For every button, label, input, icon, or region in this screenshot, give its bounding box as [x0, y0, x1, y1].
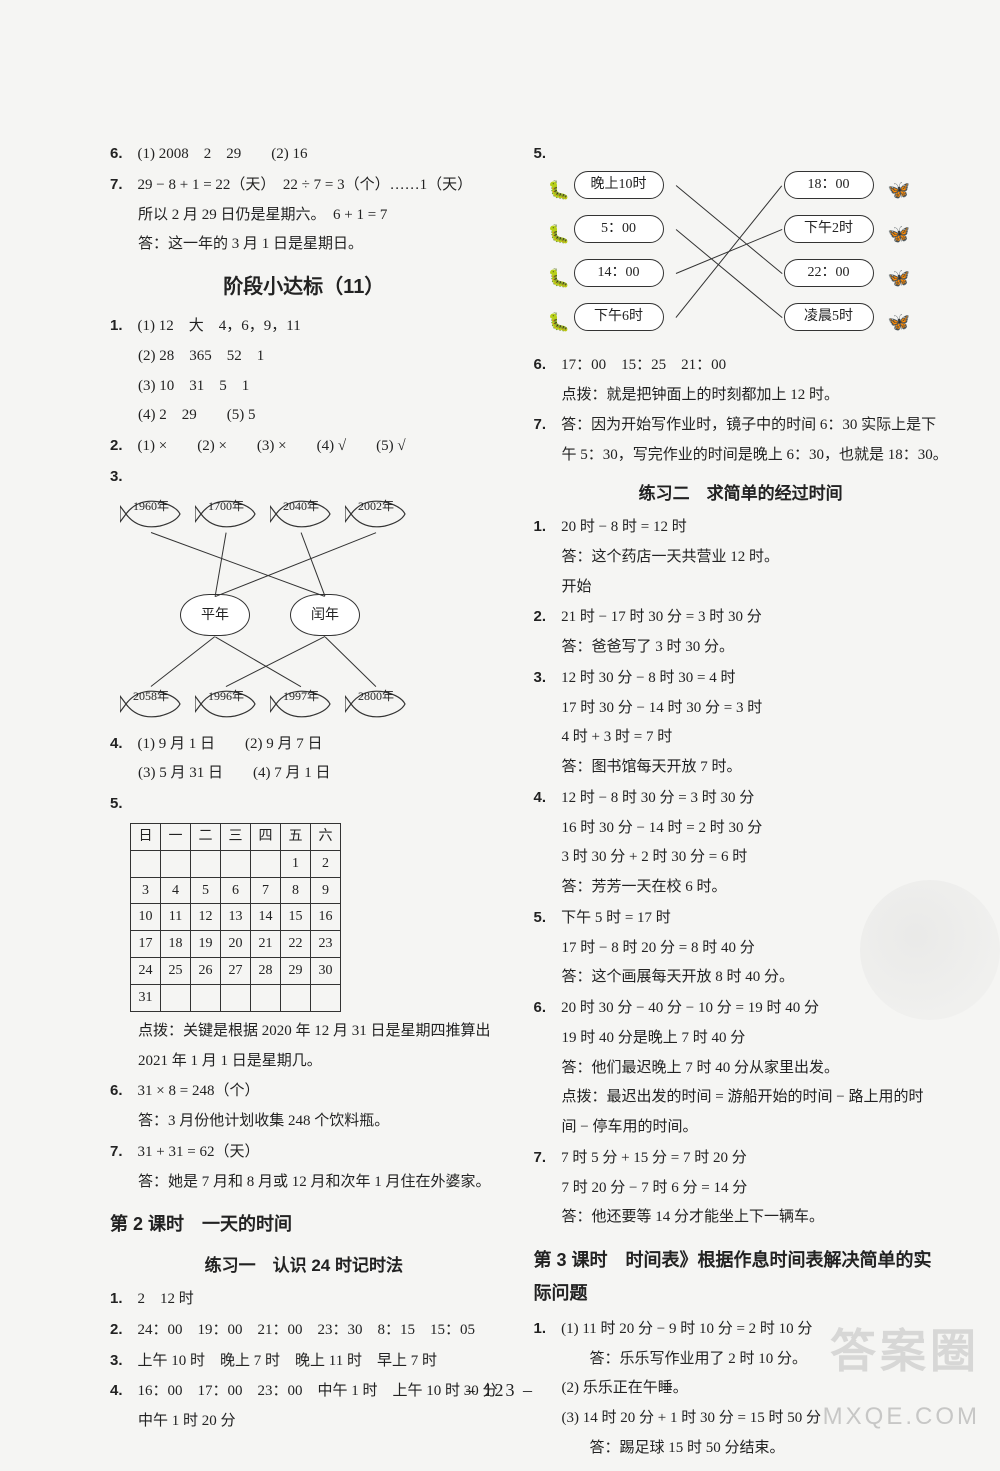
lesson-title: 第 2 课时 一天的时间 — [110, 1208, 498, 1241]
exercise-title: 练习一 认识 24 时记时法 — [110, 1250, 498, 1281]
answer-line: 4 时 + 3 时 = 7 时 — [534, 724, 948, 752]
left-column: 6. (1) 2008 2 29 (2) 16 7. 29 − 8 + 1 = … — [110, 140, 512, 1340]
right-column: 5. 🐛晚上10时🐛5：00🐛14：00🐛下午6时18：00🦋下午2时🦋22：0… — [520, 140, 948, 1340]
calendar-table: 日一二三四五六123456789101112131415161718192021… — [130, 823, 341, 1012]
note-line: 2021 年 1 月 1 日是星期几。 — [110, 1048, 498, 1076]
watermark-url: MXQE.COM — [823, 1403, 980, 1431]
answer-line: 7. 29 − 8 + 1 = 22（天） 22 ÷ 7 = 3（个）……1（天… — [110, 171, 498, 200]
content-columns: 6. (1) 2008 2 29 (2) 16 7. 29 − 8 + 1 = … — [110, 140, 930, 1340]
note-line: 点拨：就是把钟面上的时刻都加上 12 时。 — [534, 382, 948, 410]
answer-line: 3. — [110, 463, 498, 492]
answer-line: 19 时 40 分是晚上 7 时 40 分 — [534, 1025, 948, 1053]
time-matching-diagram: 🐛晚上10时🐛5：00🐛14：00🐛下午6时18：00🦋下午2时🦋22：00🦋凌… — [544, 171, 924, 351]
answer-line: 6. 31 × 8 = 248（个） — [110, 1077, 498, 1106]
answer-line: 2. 24：00 19：00 21：00 23：30 8：15 15：05 — [110, 1316, 498, 1345]
watermark-icon — [860, 880, 1000, 1020]
answer-line: 3. 12 时 30 分 − 8 时 30 = 4 时 — [534, 664, 948, 693]
answer-line: 1. 2 12 时 — [110, 1285, 498, 1314]
answer-line: (4) 2 29 (5) 5 — [110, 402, 498, 430]
answer-line: 16 时 30 分 − 14 时 = 2 时 30 分 — [534, 815, 948, 843]
answer-line: 6. 17：00 15：25 21：00 — [534, 351, 948, 380]
answer-line: 7. 7 时 5 分 + 15 分 = 7 时 20 分 — [534, 1144, 948, 1173]
answer-line: 答：这一年的 3 月 1 日是星期日。 — [110, 231, 498, 259]
answer-line: 17 时 30 分 − 14 时 30 分 = 3 时 — [534, 695, 948, 723]
answer-line: 答：他们最迟晚上 7 时 40 分从家里出发。 — [534, 1055, 948, 1083]
answer-line: 7 时 20 分 − 7 时 6 分 = 14 分 — [534, 1175, 948, 1203]
lesson-title: 第 3 课时 时间表》根据作息时间表解决简单的实际问题 — [534, 1244, 948, 1311]
note-line: 点拨：关键是根据 2020 年 12 月 31 日是星期四推算出 — [110, 1018, 498, 1046]
answer-line: 5. — [534, 140, 948, 169]
answer-line: 7. 答：因为开始写作业时，镜子中的时间 6：30 实际上是下 — [534, 411, 948, 440]
answer-line: 答：踢足球 15 时 50 分结束。 — [534, 1435, 948, 1463]
answer-line: (3) 5 月 31 日 (4) 7 月 1 日 — [110, 760, 498, 788]
answer-line: 3. 上午 10 时 晚上 7 时 晚上 11 时 早上 7 时 — [110, 1347, 498, 1376]
answer-line: 4. (1) 9 月 1 日 (2) 9 月 7 日 — [110, 730, 498, 759]
answer-line: 7. 31 + 31 = 62（天） — [110, 1138, 498, 1167]
answer-line: (2) 28 365 52 1 — [110, 343, 498, 371]
answer-line: 答：爸爸写了 3 时 30 分。 — [534, 634, 948, 662]
answer-line: 午 5：30，写完作业的时间是晚上 6：30，也就是 18：30。 — [534, 442, 948, 470]
answer-line: 答：他还要等 14 分才能坐上下一辆车。 — [534, 1204, 948, 1232]
answer-line: 2. (1) × (2) × (3) × (4) √ (5) √ — [110, 432, 498, 461]
answer-line: 答：图书馆每天开放 7 时。 — [534, 754, 948, 782]
answer-line: 3 时 30 分 + 2 时 30 分 = 6 时 — [534, 844, 948, 872]
answer-line: 1. 20 时 − 8 时 = 12 时 — [534, 513, 948, 542]
answer-line: 中午 1 时 20 分 — [110, 1408, 498, 1436]
answer-line: 2. 21 时 − 17 时 30 分 = 3 时 30 分 — [534, 603, 948, 632]
answer-line: (3) 10 31 5 1 — [110, 373, 498, 401]
exercise-title: 练习二 求简单的经过时间 — [534, 478, 948, 509]
page-number: – 123 – — [0, 1380, 1000, 1401]
answer-line: 4. 12 时 − 8 时 30 分 = 3 时 30 分 — [534, 784, 948, 813]
fish-matching-diagram: 1960年1700年2040年2002年平年闰年2058年1996年1997年2… — [110, 496, 430, 726]
answer-line: 1. (1) 12 大 4，6，9，11 — [110, 312, 498, 341]
watermark-brand: 答案圈 — [830, 1315, 980, 1381]
answer-line: 答：她是 7 月和 8 月或 12 月和次年 1 月住在外婆家。 — [110, 1169, 498, 1197]
answer-line: 开始 — [534, 574, 948, 602]
section-title: 阶段小达标（11） — [110, 269, 498, 306]
answer-line: 6. (1) 2008 2 29 (2) 16 — [110, 140, 498, 169]
answer-line: 答：这个药店一天共营业 12 时。 — [534, 544, 948, 572]
answer-line: 5. — [110, 790, 498, 819]
answer-line: 答：3 月份他计划收集 248 个饮料瓶。 — [110, 1108, 498, 1136]
note-line: 间 − 停车用的时间。 — [534, 1114, 948, 1142]
answer-line: 所以 2 月 29 日仍是星期六。 6 + 1 = 7 — [110, 202, 498, 230]
note-line: 点拨：最迟出发的时间 = 游船开始的时间 − 路上用的时 — [534, 1084, 948, 1112]
